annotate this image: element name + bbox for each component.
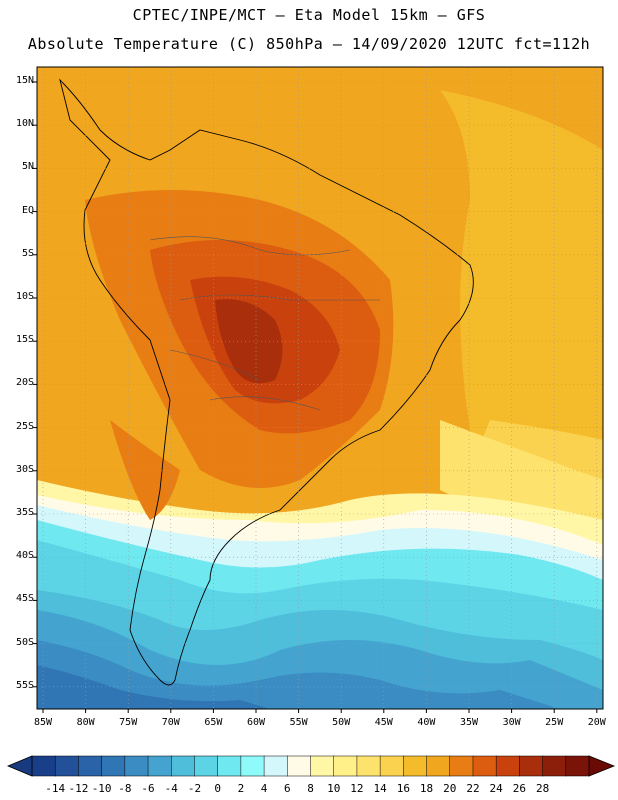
colorbar-label: -12 xyxy=(68,782,89,795)
colorbar-label: -14 xyxy=(45,782,66,795)
lon-label: 20W xyxy=(587,717,606,728)
axis-ticks xyxy=(33,81,598,713)
lon-label: 75W xyxy=(119,717,138,728)
colorbar-cell xyxy=(78,755,103,777)
lat-label: 35S xyxy=(15,507,34,518)
lon-label: 70W xyxy=(161,717,180,728)
zone-26 xyxy=(215,299,283,384)
lat-label: 20S xyxy=(15,377,34,389)
colorbar-cell xyxy=(356,755,381,777)
colorbar-cell xyxy=(310,755,335,777)
lon-label: 85W xyxy=(33,717,53,728)
temperature-field xyxy=(37,67,603,709)
lat-label: EQ xyxy=(21,204,34,216)
colorbar-label: 10 xyxy=(327,782,341,795)
lat-label: 15N xyxy=(15,75,34,86)
colorbar-cell xyxy=(147,755,173,777)
lat-label: 50S xyxy=(15,636,34,648)
colorbar-label: 8 xyxy=(307,782,314,795)
colorbar-label: 22 xyxy=(466,782,480,795)
lat-label: 30S xyxy=(15,463,34,475)
colorbar-left-arrow xyxy=(6,755,33,777)
zone-18 xyxy=(440,90,603,480)
lat-label: 25S xyxy=(15,420,34,432)
colorbar-cell xyxy=(472,755,497,777)
colorbar-cell xyxy=(449,755,474,777)
colorbar-label: 24 xyxy=(489,782,503,795)
colorbar-label: -6 xyxy=(141,782,155,795)
colorbar-cell xyxy=(495,755,521,777)
zone-14 xyxy=(440,420,603,540)
lon-label: 65W xyxy=(204,717,223,728)
zone-20-west xyxy=(110,420,180,520)
zone-10 xyxy=(37,480,603,560)
map-frame xyxy=(36,66,604,710)
lat-label: 5N xyxy=(21,161,34,173)
colorbar-label: 14 xyxy=(373,782,387,795)
colorbar-label: -2 xyxy=(187,782,202,795)
lon-label: 45W xyxy=(374,717,393,728)
colorbar-cell xyxy=(240,755,265,777)
colorbar-cell xyxy=(54,755,80,777)
lon-label: 50W xyxy=(332,717,351,728)
lon-label: 80W xyxy=(76,717,95,728)
colorbar-cell xyxy=(542,755,567,777)
colorbar-cell xyxy=(263,755,289,777)
colorbar-cell xyxy=(379,755,405,777)
colorbar-right-arrow xyxy=(588,755,616,777)
lat-label: 15S xyxy=(15,334,34,346)
colorbar-cell xyxy=(333,755,358,777)
lat-label: 40S xyxy=(15,550,34,562)
colorbar-cell xyxy=(194,755,219,777)
lon-label: 55W xyxy=(289,717,308,728)
colorbar-cell xyxy=(519,755,544,777)
colorbar-label: 16 xyxy=(396,782,410,795)
lat-label: 5S xyxy=(21,247,34,259)
lon-label: 40W xyxy=(417,717,436,728)
colorbar-cell xyxy=(426,755,451,777)
political-boundaries xyxy=(149,236,380,411)
title-line-2: Absolute Temperature (C) 850hPa – 14/09/… xyxy=(27,35,591,53)
lat-label: 10N xyxy=(15,118,34,130)
lon-label: 60W xyxy=(246,717,266,728)
colorbar-label: 18 xyxy=(419,782,434,795)
colorbar-cell xyxy=(565,755,590,777)
colorbar-label: 26 xyxy=(512,782,526,795)
colorbar-cell xyxy=(287,755,312,777)
colorbar-label: -4 xyxy=(164,782,178,795)
colorbar-label: -10 xyxy=(91,782,112,795)
colorbar-cell xyxy=(171,755,196,777)
zone-minus8 xyxy=(37,665,270,709)
lat-label: 45S xyxy=(15,593,34,605)
colorbar-label: 6 xyxy=(283,782,291,795)
colorbar xyxy=(6,755,616,777)
colorbar-label: 4 xyxy=(260,782,268,795)
colorbar-cell xyxy=(403,755,428,777)
colorbar-label: 12 xyxy=(350,782,364,795)
title-line-1: CPTEC/INPE/MCT – Eta Model 15km – GFS xyxy=(132,6,486,24)
colorbar-cell xyxy=(217,755,242,777)
colorbar-label: 28 xyxy=(535,782,550,795)
colorbar-label: 20 xyxy=(443,782,457,795)
south-america-coastline xyxy=(59,78,474,686)
lon-label: 25W xyxy=(545,717,564,728)
lon-label: 35W xyxy=(459,717,479,728)
colorbar-cell xyxy=(124,755,149,777)
lat-label: 10S xyxy=(15,291,34,302)
colorbar-cell xyxy=(31,755,56,777)
coastlines xyxy=(59,78,474,686)
colorbar-label: 0 xyxy=(214,782,221,795)
lat-label: 55S xyxy=(15,679,34,691)
colorbar-label: 2 xyxy=(237,782,245,795)
country-borders xyxy=(149,236,380,411)
colorbar-cell xyxy=(101,755,126,777)
zone-minus6 xyxy=(37,640,560,709)
colorbar-label: -8 xyxy=(118,782,132,795)
lon-label: 30W xyxy=(502,717,521,728)
